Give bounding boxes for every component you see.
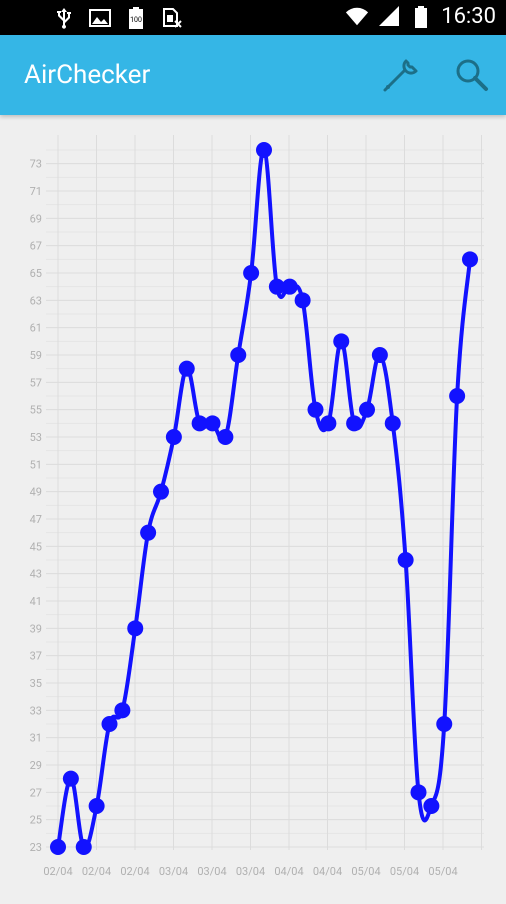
y-tick-label: 63 — [30, 294, 42, 307]
chart-area: 23 25 27 29 31 33 35 37 39 41 43 45 47 49 51 53 55 57 59 61… — [0, 115, 506, 900]
y-tick-label: 23 — [30, 841, 42, 854]
wrench-icon — [383, 59, 418, 92]
status-bar: 100 16:30 — [0, 0, 506, 35]
data-point — [371, 347, 388, 363]
y-tick-label: 33 — [30, 704, 42, 717]
data-point — [320, 415, 337, 432]
data-point — [140, 524, 157, 541]
wifi-icon — [345, 5, 369, 29]
image-icon — [88, 6, 112, 30]
data-point — [50, 839, 66, 855]
line-chart: 23 25 27 29 31 33 35 37 39 41 43 45 47 49 51 53 55 57 59 61… — [30, 135, 484, 878]
x-tick-label: 03/04 — [159, 865, 188, 878]
data-point — [346, 415, 363, 432]
data-point — [230, 347, 247, 363]
data-point — [423, 798, 440, 814]
status-time: 16:30 — [441, 4, 496, 29]
x-tick-label: 02/04 — [43, 865, 72, 878]
y-tick-label: 65 — [30, 267, 42, 280]
data-point — [359, 401, 375, 418]
data-point — [294, 292, 311, 309]
app-actions — [382, 55, 492, 95]
y-tick-label: 45 — [30, 540, 42, 553]
data-point — [114, 702, 131, 719]
y-tick-label: 67 — [30, 240, 42, 253]
y-tick-label: 53 — [30, 431, 42, 444]
search-icon — [456, 59, 488, 91]
data-point — [88, 798, 105, 814]
data-point — [75, 839, 92, 855]
battery-100-icon: 100 — [124, 6, 148, 30]
settings-button[interactable] — [382, 55, 422, 95]
x-tick-label: 03/04 — [197, 865, 226, 878]
app-title: AirChecker — [24, 60, 151, 90]
data-point — [62, 770, 79, 787]
y-tick-label: 25 — [30, 814, 42, 827]
x-tick-label: 05/04 — [428, 865, 457, 878]
y-tick-label: 49 — [30, 486, 42, 499]
x-tick-label: 05/04 — [351, 865, 380, 878]
data-point — [165, 429, 182, 445]
data-point — [384, 415, 401, 432]
y-tick-label: 73 — [30, 158, 42, 171]
data-point — [153, 483, 169, 500]
x-tick-label: 04/04 — [313, 865, 342, 878]
y-tick-label: 55 — [30, 404, 42, 417]
y-tick-label: 59 — [30, 349, 42, 362]
svg-text:100: 100 — [130, 16, 142, 24]
y-tick-label: 61 — [30, 322, 42, 335]
data-point — [307, 401, 324, 418]
app-bar: AirChecker — [0, 35, 506, 115]
data-point — [191, 415, 208, 432]
y-tick-label: 37 — [30, 650, 42, 663]
data-point — [397, 552, 414, 568]
y-tick-label: 27 — [30, 786, 42, 799]
data-point — [462, 251, 478, 268]
data-point — [101, 716, 118, 732]
x-tick-label: 04/04 — [274, 865, 303, 878]
data-point — [127, 620, 144, 637]
y-tick-label: 35 — [30, 677, 42, 690]
y-tick-label: 41 — [30, 595, 42, 608]
y-tick-label: 57 — [30, 376, 42, 389]
data-point — [436, 716, 453, 732]
plot-background — [46, 135, 484, 850]
y-tick-label: 71 — [30, 185, 42, 198]
data-point — [217, 429, 234, 445]
y-tick-label: 69 — [30, 212, 42, 225]
signal-icon — [377, 5, 401, 29]
data-point — [268, 278, 285, 295]
data-point — [333, 333, 350, 350]
search-button[interactable] — [452, 55, 492, 95]
battery-icon — [409, 5, 433, 29]
y-tick-label: 43 — [30, 568, 42, 581]
data-point — [204, 415, 221, 432]
y-tick-label: 39 — [30, 622, 42, 635]
status-left-icons: 100 — [52, 6, 184, 30]
data-point — [449, 388, 466, 404]
sim-blocked-icon — [160, 6, 184, 30]
x-tick-label: 02/04 — [120, 865, 149, 878]
data-point — [256, 142, 272, 158]
data-point — [243, 265, 260, 281]
y-tick-label: 31 — [30, 732, 42, 745]
data-point — [178, 360, 195, 377]
y-tick-label: 47 — [30, 513, 42, 526]
x-tick-label: 05/04 — [390, 865, 419, 878]
data-point — [281, 278, 298, 295]
status-right: 16:30 — [345, 4, 496, 30]
x-tick-label: 02/04 — [82, 865, 111, 878]
usb-icon — [52, 6, 76, 30]
x-tick-label: 03/04 — [236, 865, 265, 878]
data-point — [410, 784, 427, 801]
y-tick-label: 51 — [30, 458, 42, 471]
y-tick-label: 29 — [30, 759, 42, 772]
